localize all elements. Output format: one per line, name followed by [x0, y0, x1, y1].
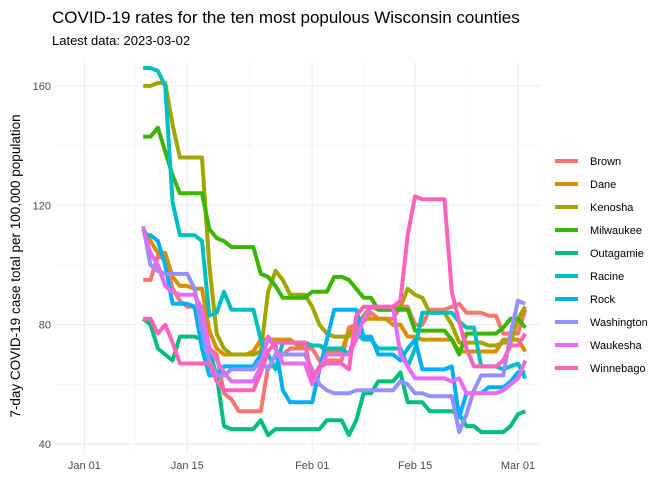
y-axis-label: 7-day COVID-19 case total per 100,000 po…	[8, 114, 23, 417]
chart-subtitle: Latest data: 2023-03-02	[52, 33, 190, 48]
legend-label-waukesha: Waukesha	[590, 340, 642, 352]
x-tick-label: Jan 01	[68, 460, 101, 472]
legend-label-winnebago: Winnebago	[590, 363, 646, 375]
x-tick-label: Jan 15	[171, 460, 204, 472]
x-tick-label: Feb 15	[398, 460, 432, 472]
series-line-waukesha	[141, 228, 528, 396]
y-tick-label: 120	[33, 200, 51, 212]
legend-label-kenosha: Kenosha	[590, 202, 634, 214]
y-tick-label: 40	[39, 439, 51, 451]
series-line-washington	[141, 225, 527, 435]
chart-title: COVID-19 rates for the ten most populous…	[52, 8, 520, 27]
series-line-kenosha	[143, 80, 528, 357]
legend-label-milwaukee: Milwaukee	[590, 225, 642, 237]
series-line-milwaukee	[143, 125, 527, 357]
legend-label-outagamie: Outagamie	[590, 248, 644, 260]
y-tick-label: 80	[39, 320, 51, 332]
legend-label-racine: Racine	[590, 271, 624, 283]
series-line-winnebago	[143, 194, 528, 393]
legend-label-washington: Washington	[590, 317, 648, 329]
gridlines	[55, 62, 540, 453]
x-tick-label: Mar 01	[501, 460, 535, 472]
legend-label-brown: Brown	[590, 156, 621, 168]
x-tick-label: Feb 01	[295, 460, 329, 472]
series-line-rock	[143, 233, 526, 420]
legend-label-rock: Rock	[590, 294, 616, 306]
y-tick-label: 160	[33, 81, 51, 93]
legend-label-dane: Dane	[590, 179, 616, 191]
legend: Brown Dane Kenosha Milwaukee Outagamie Racine…	[555, 156, 648, 375]
series-layer	[141, 66, 528, 438]
axis-labels: 40 80 120 160 Jan 01 Jan 15 Feb 01 Feb 15 Mar 01	[33, 81, 535, 472]
